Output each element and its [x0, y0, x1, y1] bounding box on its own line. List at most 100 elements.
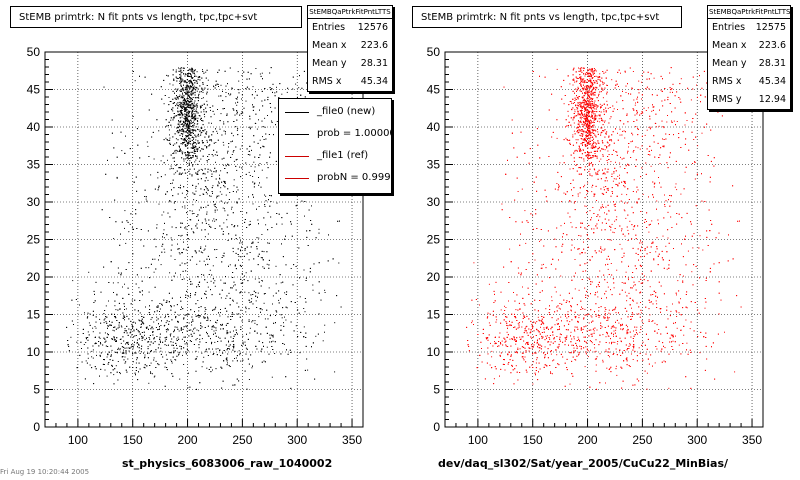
- scatter-point: [178, 353, 180, 355]
- scatter-point: [86, 317, 88, 319]
- scatter-point: [173, 344, 174, 346]
- scatter-point: [214, 209, 216, 211]
- scatter-point: [267, 229, 269, 231]
- scatter-point: [177, 105, 179, 107]
- scatter-point: [258, 253, 260, 255]
- scatter-point: [135, 352, 137, 354]
- scatter-point: [180, 143, 182, 145]
- scatter-point: [245, 353, 247, 355]
- scatter-point: [164, 251, 166, 253]
- scatter-point: [236, 313, 238, 315]
- scatter-point: [206, 258, 208, 260]
- scatter-point: [176, 170, 178, 172]
- scatter-point: [182, 67, 184, 69]
- scatter-point: [258, 165, 260, 167]
- scatter-point: [186, 103, 188, 105]
- scatter-point: [205, 107, 207, 109]
- scatter-point: [228, 340, 229, 342]
- scatter-point: [207, 355, 209, 356]
- scatter-point: [221, 367, 223, 369]
- scatter-point: [241, 98, 242, 100]
- scatter-point: [181, 192, 183, 194]
- scatter-point: [186, 154, 188, 156]
- scatter-point: [190, 93, 192, 95]
- scatter-point: [234, 326, 236, 328]
- scatter-point: [192, 130, 194, 132]
- scatter-point: [141, 320, 143, 322]
- scatter-point: [196, 338, 198, 339]
- scatter-point: [87, 357, 89, 359]
- scatter-point: [183, 160, 185, 162]
- scatter-point: [188, 111, 190, 113]
- scatter-point: [232, 212, 234, 214]
- scatter-point: [218, 336, 219, 338]
- scatter-point: [163, 237, 165, 239]
- scatter-point: [204, 145, 206, 147]
- scatter-point: [279, 83, 281, 85]
- scatter-point: [183, 336, 185, 338]
- scatter-point: [272, 340, 274, 342]
- scatter-point: [196, 123, 198, 125]
- scatter-point: [188, 120, 190, 122]
- scatter-point: [202, 155, 204, 157]
- scatter-point: [209, 320, 211, 322]
- scatter-point: [191, 157, 192, 159]
- scatter-point: [206, 91, 208, 93]
- scatter-point: [174, 259, 176, 260]
- scatter-point: [240, 113, 242, 115]
- scatter-point: [149, 309, 151, 310]
- scatter-point: [84, 378, 86, 380]
- scatter-point: [94, 366, 96, 368]
- scatter-point: [184, 113, 186, 115]
- scatter-point: [149, 313, 150, 315]
- scatter-point: [183, 117, 185, 119]
- scatter-point: [178, 167, 180, 169]
- scatter-point: [196, 106, 198, 108]
- scatter-point: [182, 103, 184, 105]
- scatter-point: [114, 300, 116, 302]
- scatter-point: [267, 318, 269, 320]
- scatter-point: [293, 264, 295, 266]
- scatter-point: [201, 104, 203, 106]
- scatter-point: [246, 333, 247, 335]
- scatter-point: [318, 292, 320, 294]
- scatter-point: [230, 316, 232, 317]
- scatter-point: [267, 167, 269, 169]
- scatter-point: [236, 360, 238, 362]
- scatter-point: [292, 88, 294, 90]
- scatter-point: [179, 117, 181, 119]
- scatter-point: [189, 140, 191, 142]
- scatter-point: [144, 196, 146, 197]
- scatter-point: [141, 290, 143, 292]
- scatter-point: [178, 338, 180, 340]
- scatter-point: [263, 293, 265, 295]
- scatter-point: [99, 355, 101, 357]
- scatter-point: [281, 243, 282, 245]
- scatter-point: [139, 368, 141, 370]
- scatter-point: [187, 177, 189, 179]
- scatter-point: [303, 308, 305, 309]
- scatter-point: [160, 264, 162, 266]
- scatter-point: [137, 144, 139, 146]
- scatter-point: [241, 167, 243, 169]
- scatter-point: [206, 104, 208, 106]
- scatter-point: [268, 264, 270, 266]
- scatter-point: [221, 228, 223, 230]
- scatter-point: [164, 317, 166, 319]
- scatter-point: [182, 308, 184, 310]
- scatter-point: [67, 340, 69, 341]
- scatter-point: [212, 105, 214, 107]
- scatter-point: [148, 291, 150, 293]
- scatter-point: [268, 287, 270, 289]
- scatter-point: [195, 155, 196, 157]
- scatter-point: [128, 350, 130, 352]
- scatter-point: [95, 342, 97, 344]
- scatter-point: [181, 109, 182, 111]
- scatter-point: [246, 227, 248, 228]
- scatter-point: [161, 214, 163, 216]
- scatter-point: [71, 320, 73, 322]
- scatter-point: [206, 141, 208, 143]
- scatter-point: [301, 200, 303, 202]
- scatter-point: [264, 293, 266, 294]
- scatter-point: [170, 183, 172, 184]
